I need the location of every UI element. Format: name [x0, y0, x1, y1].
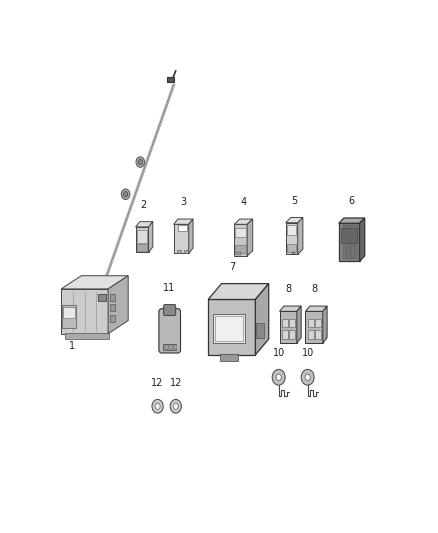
Bar [355, 225, 358, 259]
Text: 8: 8 [311, 285, 317, 294]
Bar [287, 244, 297, 252]
Polygon shape [255, 284, 269, 355]
Bar [215, 317, 243, 341]
Circle shape [152, 399, 163, 413]
Text: 10: 10 [301, 348, 314, 358]
Text: 11: 11 [163, 283, 175, 293]
Circle shape [121, 189, 130, 199]
Text: 2: 2 [140, 200, 146, 210]
Bar [282, 319, 288, 327]
Polygon shape [298, 217, 303, 254]
Bar [256, 323, 264, 338]
Polygon shape [286, 217, 303, 223]
Text: 8: 8 [285, 285, 291, 294]
Polygon shape [339, 218, 365, 223]
Polygon shape [279, 306, 301, 311]
Text: 5: 5 [292, 196, 298, 206]
Polygon shape [61, 276, 128, 289]
FancyBboxPatch shape [159, 309, 180, 353]
Polygon shape [173, 224, 189, 253]
Bar [110, 294, 116, 301]
Bar [167, 77, 174, 83]
Bar [66, 333, 109, 339]
Bar [178, 225, 187, 231]
Polygon shape [360, 218, 365, 261]
Bar [137, 230, 147, 243]
Polygon shape [135, 222, 153, 227]
Bar [163, 343, 176, 350]
Bar [351, 225, 354, 259]
Polygon shape [234, 219, 253, 224]
Bar [315, 330, 321, 339]
Polygon shape [339, 223, 360, 261]
Circle shape [136, 157, 145, 167]
Polygon shape [189, 219, 193, 253]
Bar [287, 225, 297, 235]
Bar [282, 330, 288, 339]
Polygon shape [61, 289, 108, 334]
Bar [169, 344, 172, 349]
Bar [236, 228, 246, 238]
Bar [173, 344, 177, 349]
Polygon shape [108, 276, 128, 334]
Bar [315, 319, 321, 327]
Text: 1: 1 [69, 341, 75, 351]
Bar [343, 225, 346, 259]
Circle shape [124, 191, 128, 197]
Bar [220, 354, 238, 361]
Text: 12: 12 [152, 378, 164, 388]
Polygon shape [208, 284, 269, 300]
Polygon shape [323, 306, 327, 343]
Text: 4: 4 [241, 197, 247, 207]
Polygon shape [247, 219, 253, 256]
Bar [62, 305, 76, 328]
Text: 7: 7 [229, 262, 236, 272]
Circle shape [272, 369, 285, 385]
Bar [177, 250, 181, 253]
Text: 3: 3 [180, 197, 187, 207]
Text: 6: 6 [349, 196, 355, 206]
FancyBboxPatch shape [164, 304, 176, 316]
Text: 10: 10 [272, 348, 285, 358]
Circle shape [155, 403, 160, 409]
Polygon shape [148, 222, 153, 252]
Polygon shape [135, 227, 148, 252]
Bar [184, 250, 188, 253]
Polygon shape [208, 300, 255, 355]
Bar [290, 330, 295, 339]
Bar [98, 294, 106, 301]
Circle shape [138, 159, 142, 165]
Circle shape [276, 374, 281, 381]
Circle shape [301, 369, 314, 385]
Polygon shape [279, 311, 297, 343]
Bar [308, 330, 314, 339]
Circle shape [305, 374, 310, 381]
Circle shape [170, 399, 181, 413]
Circle shape [173, 403, 178, 409]
Bar [110, 304, 116, 311]
Polygon shape [305, 311, 323, 343]
Bar [340, 228, 357, 243]
Polygon shape [173, 219, 193, 224]
Bar [236, 245, 246, 253]
Bar [110, 315, 116, 322]
Bar [165, 344, 168, 349]
Bar [308, 319, 314, 327]
Bar [236, 252, 240, 255]
Polygon shape [234, 224, 247, 256]
Polygon shape [297, 306, 301, 343]
Polygon shape [286, 223, 298, 254]
Bar [292, 252, 295, 254]
Bar [213, 314, 244, 343]
Polygon shape [305, 306, 327, 311]
Bar [347, 225, 350, 259]
Bar [63, 308, 75, 318]
Text: 12: 12 [170, 378, 182, 388]
Bar [137, 244, 147, 251]
Bar [290, 319, 295, 327]
